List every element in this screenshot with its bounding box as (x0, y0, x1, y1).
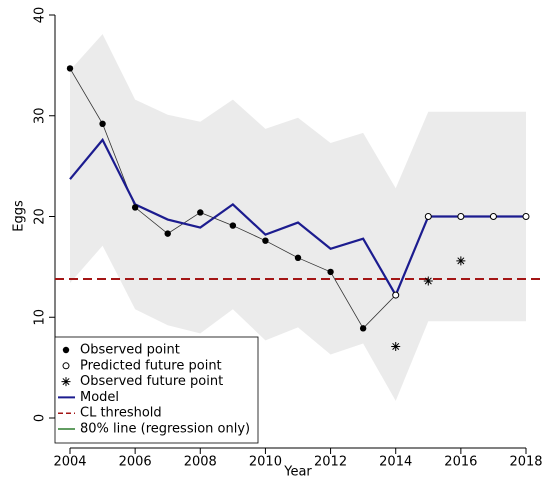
y-tick-label: 20 (33, 208, 48, 225)
legend-label: Observed point (80, 343, 180, 358)
point (99, 120, 106, 128)
point (359, 325, 367, 332)
point (229, 222, 237, 229)
point (423, 276, 433, 286)
legend-label: Model (80, 390, 119, 405)
point (61, 377, 71, 387)
point (489, 213, 497, 220)
point (456, 256, 466, 266)
point (131, 204, 139, 211)
x-tick-label: 2010 (249, 455, 282, 470)
y-tick-label: 0 (33, 414, 48, 422)
y-tick-label: 30 (33, 107, 48, 124)
x-axis-label: Year (283, 465, 312, 480)
point (457, 213, 465, 220)
model-line (69, 137, 526, 298)
x-tick-label: 2006 (119, 455, 152, 470)
point (294, 254, 302, 262)
observed-line (69, 68, 364, 329)
x-tick-label: 2004 (53, 455, 86, 470)
x-tick-label: 2012 (314, 455, 347, 470)
observed-connector (362, 294, 397, 329)
point (62, 346, 70, 354)
point (391, 341, 401, 351)
x-tick-label: 2008 (184, 455, 217, 470)
y-tick-label: 10 (33, 309, 48, 326)
x-tick-label: 2014 (379, 455, 412, 470)
x-tick-label: 2016 (444, 455, 477, 470)
legend-label: Predicted future point (80, 358, 222, 373)
point (522, 213, 530, 220)
point (262, 237, 269, 244)
point (164, 230, 171, 237)
y-tick-label: 40 (33, 7, 48, 24)
legend-label: 80% line (regression only) (80, 422, 250, 437)
point (424, 213, 432, 220)
y-axis-label: Eggs (12, 200, 27, 232)
legend-label: CL threshold (80, 406, 162, 421)
point (392, 291, 400, 299)
x-tick-label: 2018 (509, 455, 542, 470)
point (197, 209, 204, 216)
legend-box (54, 336, 259, 444)
point (327, 268, 334, 276)
point (66, 65, 74, 72)
point (62, 362, 70, 370)
legend-label: Observed future point (80, 374, 223, 389)
confidence-band (70, 34, 526, 401)
